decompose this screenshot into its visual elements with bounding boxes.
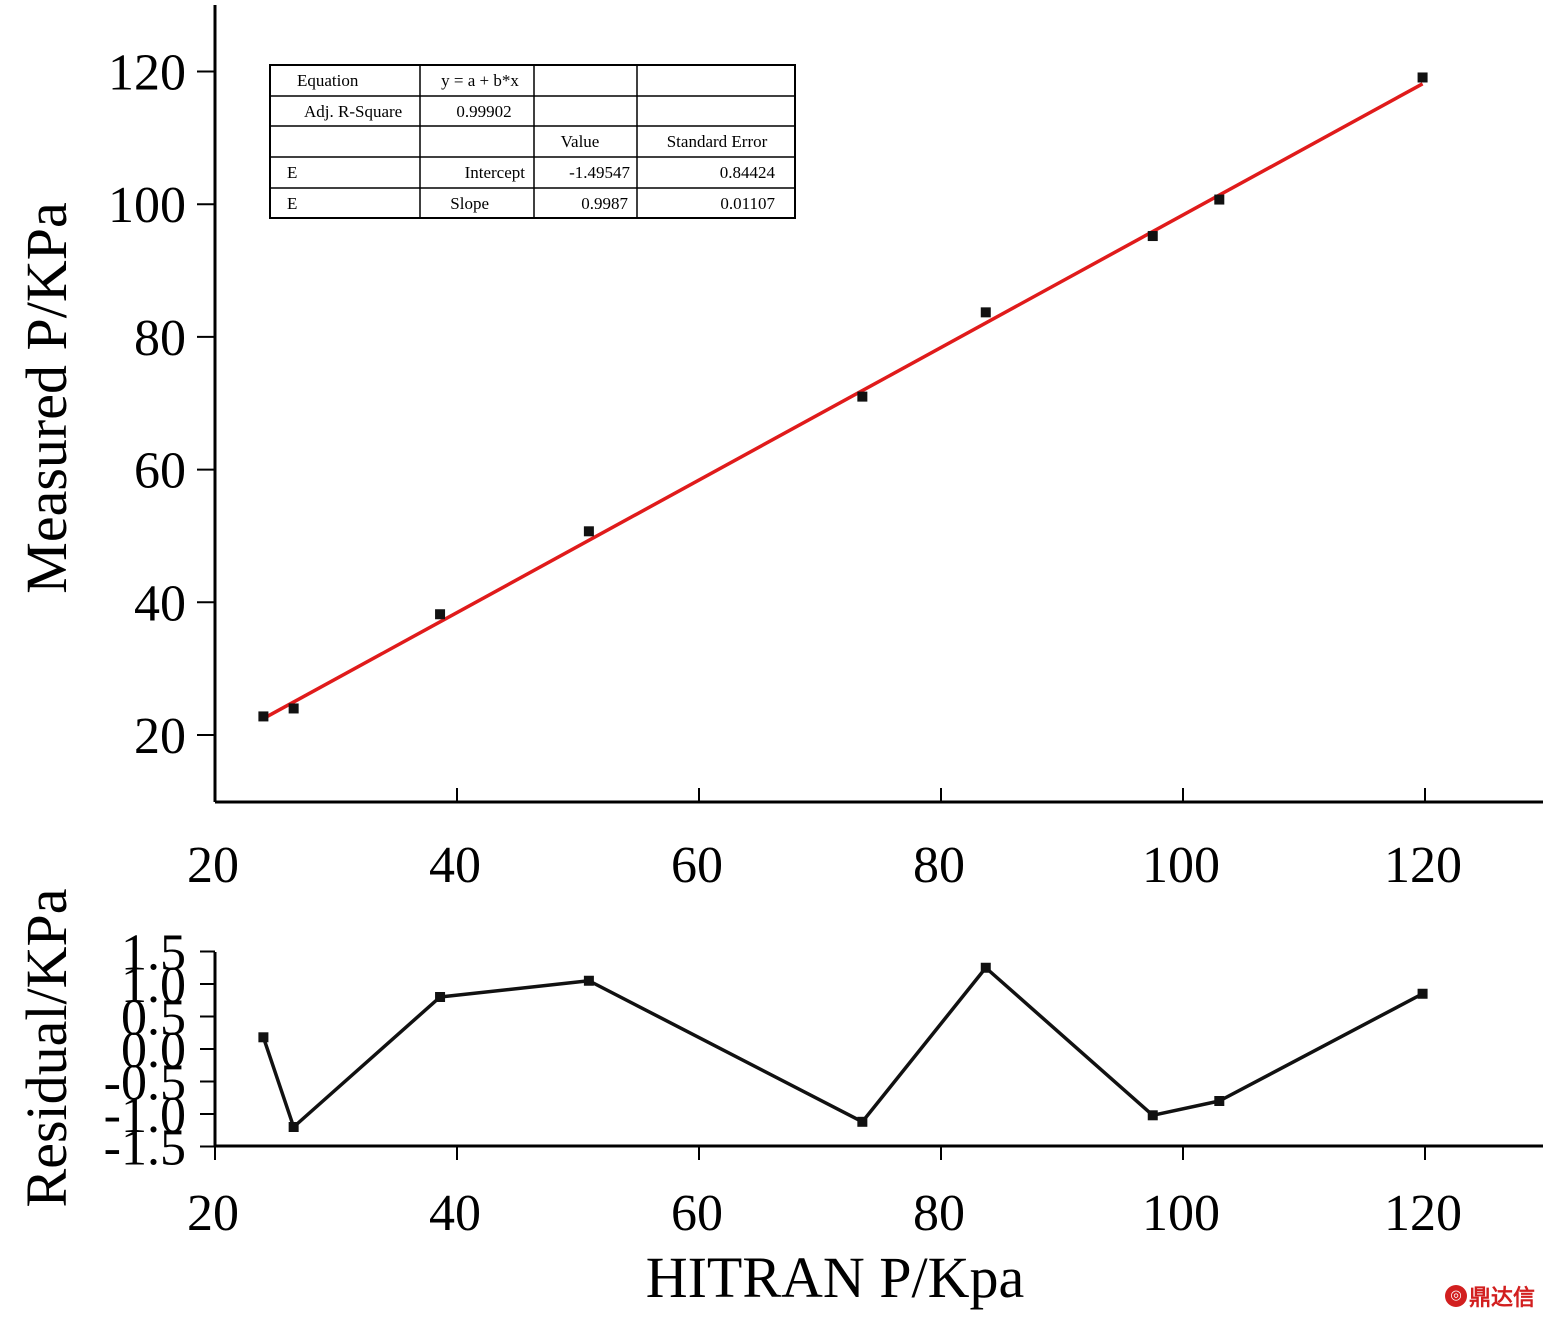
bottom-y-tick-label: -1.0 [104, 1087, 186, 1144]
residual-point [1147, 1110, 1158, 1121]
fit-table-cell: Standard Error [667, 132, 768, 151]
fit-table-cell: Equation [297, 71, 359, 90]
data-point [435, 609, 446, 620]
top-x-tick-label: 60 [671, 837, 723, 894]
residual-point [258, 1032, 269, 1043]
bottom-y-tick-label: 1.0 [121, 957, 186, 1014]
fit-table-cell: -1.49547 [569, 163, 630, 182]
data-point [857, 391, 868, 402]
top-plot: 20 40 60 80 100 120 20 40 60 80 100 120 Equation y =… [14, 5, 1543, 894]
data-point [258, 711, 269, 722]
fit-table-cell: 0.01107 [720, 194, 775, 213]
fit-line [262, 82, 1424, 721]
residual-series [258, 962, 1428, 1132]
fit-table-cell: 0.9987 [581, 194, 628, 213]
top-x-tick-label: 100 [1142, 837, 1220, 894]
residual-point [1214, 1096, 1225, 1106]
residual-point [857, 1116, 868, 1127]
fit-table-cell: E [287, 163, 297, 182]
fit-table-cell: Value [561, 132, 600, 151]
residual-point [980, 962, 991, 973]
data-point [583, 526, 594, 537]
residual-point [1417, 988, 1428, 999]
bottom-x-axis-title: HITRAN P/Kpa [646, 1245, 1025, 1310]
top-points [258, 72, 1428, 722]
residual-point [288, 1122, 299, 1132]
data-point [1214, 194, 1225, 205]
top-y-tick-label: 40 [134, 575, 186, 632]
top-x-tick-label: 120 [1384, 837, 1462, 894]
watermark: ◎ 鼎达信 [1444, 1280, 1535, 1312]
top-x-tick-label: 20 [187, 837, 239, 894]
fit-table-cell: E [287, 194, 297, 213]
bottom-y-tick-label: -0.5 [104, 1055, 186, 1112]
top-y-tick-label: 100 [108, 177, 186, 234]
fit-table-cell: Intercept [465, 163, 526, 182]
bottom-plot: 20 40 60 80 100 120 -1.5-1.0-0.50.00.51.01.5 R… [14, 889, 1543, 1310]
bottom-y-tick-label: 0.0 [121, 1022, 186, 1079]
bottom-x-tick-label: 40 [429, 1185, 481, 1242]
bottom-ticks: 20 40 60 80 100 120 -1.5-1.0-0.50.00.51.01.5 [104, 925, 1462, 1243]
fit-table-cell: 0.84424 [720, 163, 776, 182]
fit-table-cell: Adj. R-Square [304, 102, 402, 121]
watermark-text: 鼎达信 [1468, 1286, 1535, 1311]
bottom-x-tick-label: 80 [913, 1185, 965, 1242]
fit-table-cell: y = a + b*x [441, 71, 519, 90]
bottom-y-tick-label: 1.5 [121, 925, 186, 982]
logo-icon: ◎ [1444, 1285, 1467, 1307]
fit-table-border [269, 64, 796, 219]
top-y-axis-title: Measured P/KPa [14, 202, 79, 593]
fit-line-group [262, 82, 1424, 721]
residual-point [435, 992, 446, 1002]
top-x-tick-label: 80 [913, 837, 965, 894]
residual-point [583, 975, 594, 986]
data-point [1147, 231, 1158, 242]
data-point [288, 703, 299, 714]
bottom-x-tick-label: 100 [1142, 1185, 1220, 1242]
top-y-tick-label: 60 [134, 443, 186, 500]
top-y-tick-label: 120 [108, 45, 186, 102]
residual-line [261, 966, 1424, 1129]
bottom-x-tick-label: 60 [671, 1185, 723, 1242]
bottom-y-tick-label: 0.5 [121, 990, 186, 1047]
fit-table: Equation y = a + b*x Adj. R-Square 0.99902 V… [269, 64, 796, 219]
top-ticks: 20 40 60 80 100 120 20 40 60 80 100 120 [108, 45, 1462, 895]
bottom-x-tick-label: 20 [187, 1185, 239, 1242]
fit-table-cell: Slope [450, 194, 489, 213]
bottom-y-axis-title: Residual/KPa [14, 889, 79, 1208]
data-point [980, 307, 991, 318]
bottom-y-tick-label: -1.5 [104, 1120, 186, 1177]
top-y-tick-label: 80 [134, 310, 186, 367]
data-point [1417, 72, 1428, 83]
top-x-tick-label: 40 [429, 837, 481, 894]
bottom-x-tick-label: 120 [1384, 1185, 1462, 1242]
fit-table-cell: 0.99902 [456, 102, 511, 121]
top-y-tick-label: 20 [134, 708, 186, 765]
